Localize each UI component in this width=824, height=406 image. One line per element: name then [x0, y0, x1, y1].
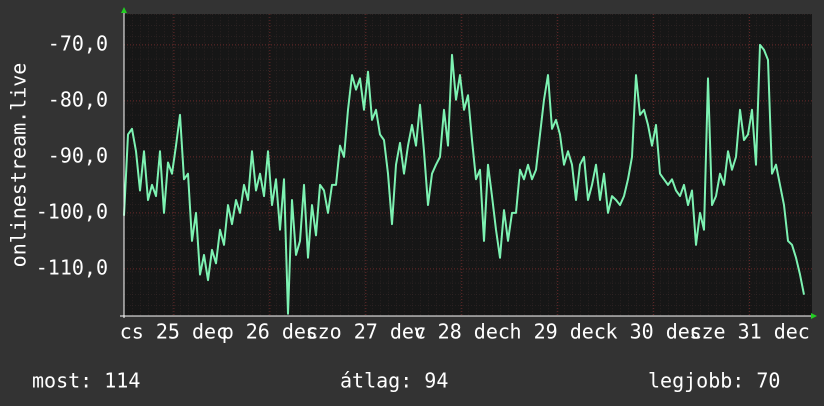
y-tick-label: -70,0 — [48, 31, 108, 55]
y-axis-title: onlinestream.live — [7, 63, 31, 268]
x-tick-label: v 28 dec — [414, 320, 510, 344]
footer-average: átlag: 94 — [340, 369, 448, 393]
marks — [123, 43, 805, 315]
plot-area — [124, 14, 812, 316]
data-line — [123, 43, 805, 315]
x-tick-label: szo 27 dec — [306, 320, 426, 344]
x-tick-label: h 29 dec — [510, 320, 606, 344]
y-tick-label: -80,0 — [48, 87, 108, 111]
x-tick-label: k 30 dec — [606, 320, 702, 344]
y-axis-arrow — [121, 7, 127, 13]
y-tick-label: -90,0 — [48, 143, 108, 167]
x-axis-arrow — [811, 313, 817, 319]
y-tick-label: -100,0 — [36, 199, 108, 223]
grid — [124, 14, 812, 316]
x-tick-label: p 26 dec — [222, 320, 318, 344]
x-tick-label: sze 31 dec — [689, 320, 809, 344]
x-tick-label: cs 25 dec — [120, 320, 228, 344]
footer-current: most: 114 — [32, 369, 140, 393]
footer-best: legjobb: 70 — [648, 369, 780, 393]
y-tick-label: -110,0 — [36, 255, 108, 279]
